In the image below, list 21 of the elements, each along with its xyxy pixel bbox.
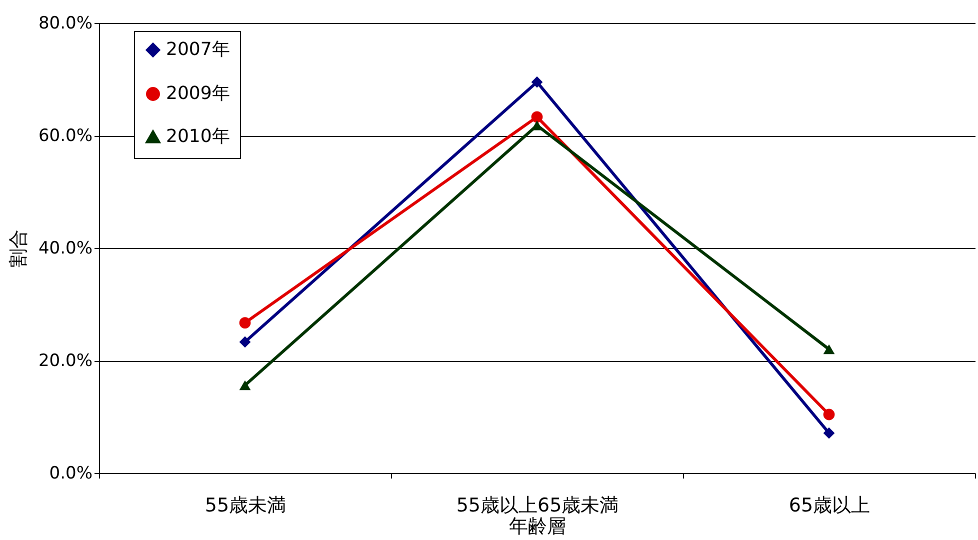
- point: [823, 408, 835, 420]
- legend-label: 2009年: [166, 83, 230, 104]
- x-axis-title: 年齢層: [509, 516, 566, 538]
- legend-label: 2007年: [166, 39, 230, 60]
- point: [823, 344, 835, 354]
- x-tick-label: 65歳以上: [788, 494, 870, 516]
- x-tick-label: 55歳未満: [204, 494, 286, 516]
- point: [823, 427, 835, 439]
- point: [239, 380, 251, 390]
- point: [531, 111, 543, 123]
- point: [531, 76, 543, 88]
- y-axis-title: 割合: [7, 230, 30, 268]
- point: [239, 336, 251, 348]
- legend-label: 2010年: [166, 126, 230, 147]
- y-tick-label: 80.0%: [38, 14, 92, 34]
- y-tick-label: 20.0%: [38, 351, 92, 371]
- y-tick-label: 0.0%: [49, 464, 92, 484]
- y-tick-label: 40.0%: [38, 238, 92, 258]
- x-tick-label: 55歳以上65歳未満: [456, 494, 619, 516]
- point: [239, 317, 251, 328]
- y-tick-label: 60.0%: [38, 126, 92, 146]
